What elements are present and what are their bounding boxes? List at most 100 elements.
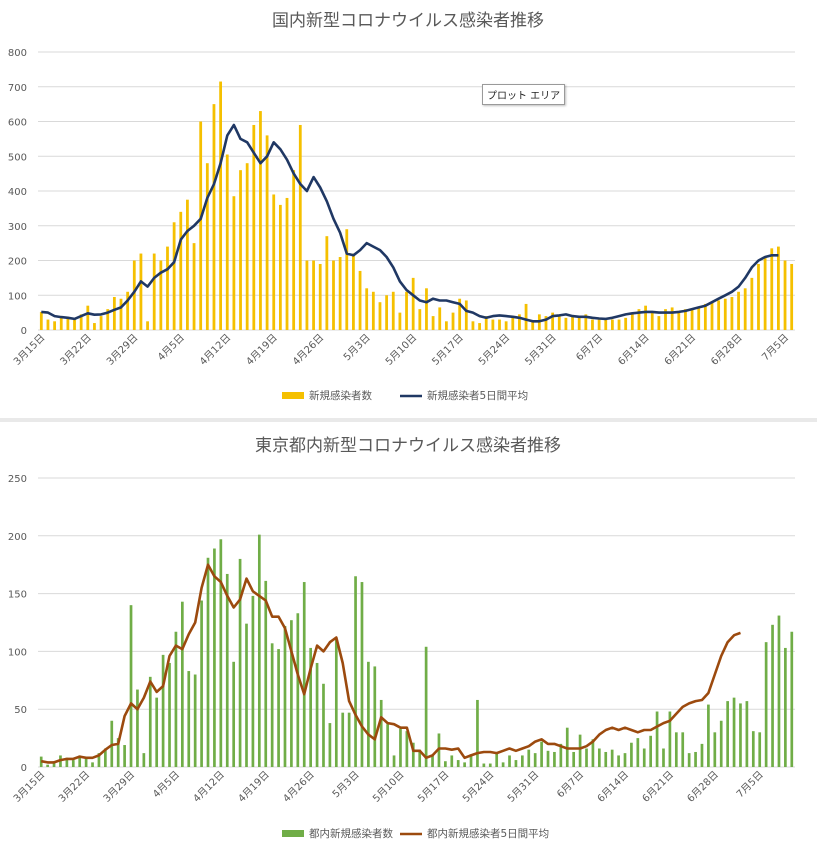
- bar: [305, 260, 309, 330]
- bar: [723, 298, 727, 330]
- bar: [750, 277, 754, 330]
- bar: [591, 739, 595, 767]
- x-tick-label: 3月15日: [11, 332, 47, 368]
- bar: [777, 615, 781, 767]
- bar: [39, 311, 43, 330]
- bar: [763, 257, 767, 330]
- bar: [585, 748, 588, 767]
- bar: [213, 548, 216, 767]
- bar: [93, 323, 96, 330]
- bar: [418, 749, 422, 767]
- bar: [239, 170, 242, 330]
- bar: [690, 309, 694, 330]
- bar: [309, 647, 312, 767]
- chart-title: 東京都内新型コロナウイルス感染者推移: [255, 436, 561, 456]
- x-tick-label: 6月7日: [555, 769, 587, 801]
- bar: [142, 753, 146, 767]
- bar: [71, 760, 75, 767]
- y-tick-label: 0: [21, 763, 27, 774]
- x-tick-label: 3月29日: [104, 332, 140, 368]
- bar: [424, 646, 428, 767]
- bar: [655, 711, 659, 767]
- bar: [66, 316, 70, 330]
- bar: [399, 728, 402, 767]
- bar: [99, 316, 103, 330]
- bar: [745, 701, 749, 767]
- bar: [438, 307, 442, 330]
- bar: [508, 755, 511, 767]
- bar: [334, 639, 338, 767]
- legend-bar-swatch: [282, 392, 304, 399]
- bar: [270, 643, 274, 767]
- bar: [126, 291, 130, 330]
- bar: [713, 732, 717, 767]
- bar: [469, 754, 473, 767]
- bar: [345, 229, 349, 330]
- y-tick-label: 800: [8, 48, 27, 59]
- bar: [146, 321, 149, 330]
- bar: [764, 642, 768, 767]
- bar: [139, 253, 143, 330]
- bar: [315, 662, 319, 767]
- bar: [697, 307, 701, 330]
- x-tick-label: 6月21日: [662, 332, 698, 368]
- bar: [777, 246, 780, 330]
- bar: [265, 135, 269, 330]
- bar: [771, 624, 774, 767]
- bar: [174, 631, 178, 767]
- bar: [200, 600, 203, 767]
- bar: [296, 613, 300, 767]
- bar: [456, 760, 460, 767]
- bar: [617, 755, 620, 767]
- bar: [425, 288, 428, 330]
- bar: [161, 654, 165, 767]
- bar: [59, 316, 63, 330]
- bar: [524, 303, 528, 330]
- x-tick-label: 4月19日: [236, 769, 272, 805]
- bar: [106, 309, 110, 330]
- bar: [551, 312, 555, 330]
- bar: [278, 204, 282, 330]
- bar: [484, 316, 488, 330]
- bar: [444, 321, 448, 330]
- bar: [318, 263, 322, 330]
- bar: [365, 288, 369, 330]
- bar: [664, 309, 667, 330]
- bar: [219, 81, 223, 330]
- x-tick-label: 3月22日: [56, 769, 92, 805]
- bar: [186, 199, 189, 330]
- bar: [674, 732, 678, 767]
- bar: [338, 257, 342, 330]
- bar: [328, 723, 332, 767]
- bar: [694, 751, 697, 767]
- bar: [251, 595, 255, 767]
- y-tick-label: 50: [14, 705, 27, 716]
- bar: [46, 319, 50, 330]
- bar: [123, 745, 126, 767]
- x-tick-label: 4月26日: [290, 332, 326, 368]
- bar: [166, 246, 169, 330]
- bar: [564, 317, 568, 330]
- bar: [206, 557, 210, 767]
- bar: [751, 731, 755, 767]
- legend-line-label: 新規感染者5日間平均: [427, 389, 528, 402]
- bar: [298, 124, 302, 330]
- bar: [192, 243, 196, 330]
- bar: [463, 762, 466, 767]
- bar: [730, 296, 734, 330]
- bar: [373, 666, 377, 767]
- bar: [322, 683, 325, 767]
- x-tick-label: 5月31日: [523, 332, 559, 368]
- bar: [597, 748, 601, 767]
- bar: [531, 321, 535, 330]
- legend-bar-swatch: [282, 830, 304, 837]
- bar: [604, 751, 608, 767]
- bar: [347, 712, 351, 767]
- bar: [358, 270, 362, 330]
- average-line: [41, 123, 779, 323]
- bar: [212, 104, 216, 330]
- bar: [476, 699, 479, 767]
- bar: [232, 661, 236, 767]
- bar: [129, 605, 133, 767]
